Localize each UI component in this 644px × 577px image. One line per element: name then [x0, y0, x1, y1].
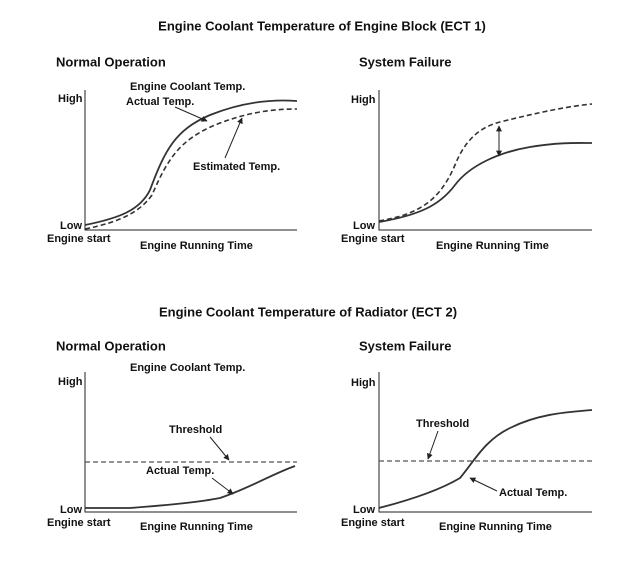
x-start: Engine start	[47, 517, 111, 529]
x-start: Engine start	[341, 517, 405, 529]
annotation: Engine Coolant Temp.	[130, 81, 245, 93]
x-label: Engine Running Time	[140, 521, 253, 533]
y-low: Low	[353, 504, 375, 516]
axes	[378, 90, 592, 231]
annotation: Threshold	[416, 418, 469, 430]
x-start: Engine start	[47, 233, 111, 245]
y-low: Low	[60, 220, 82, 232]
axes	[84, 90, 297, 231]
annotation: Actual Temp.	[146, 465, 214, 477]
x-label: Engine Running Time	[439, 521, 552, 533]
x-label: Engine Running Time	[436, 240, 549, 252]
panel-title: System Failure	[359, 54, 452, 69]
curve	[85, 465, 296, 509]
panel-title: Normal Operation	[56, 338, 166, 353]
leader	[426, 430, 439, 460]
section-title: Engine Coolant Temperature of Radiator (…	[159, 304, 457, 319]
leader	[174, 106, 208, 122]
annotation: Engine Coolant Temp.	[130, 362, 245, 374]
y-high: High	[58, 93, 83, 105]
axes	[84, 372, 297, 513]
curve	[84, 99, 298, 226]
y-high: High	[351, 377, 376, 389]
curve	[378, 142, 593, 223]
y-low: Low	[353, 220, 375, 232]
leader	[469, 477, 498, 492]
x-start: Engine start	[341, 233, 405, 245]
leader	[211, 477, 234, 495]
panel-title: System Failure	[359, 338, 452, 353]
annotation: Actual Temp.	[126, 96, 194, 108]
curve	[84, 108, 298, 230]
curve	[378, 409, 593, 509]
annotation: Actual Temp.	[499, 487, 567, 499]
axes	[378, 372, 592, 513]
y-high: High	[351, 94, 376, 106]
y-high: High	[58, 376, 83, 388]
y-low: Low	[60, 504, 82, 516]
curve	[378, 103, 593, 222]
annotation: Threshold	[169, 424, 222, 436]
section-title: Engine Coolant Temperature of Engine Blo…	[158, 18, 486, 33]
leader	[209, 436, 230, 461]
leader	[224, 117, 243, 159]
x-label: Engine Running Time	[140, 240, 253, 252]
annotation: Estimated Temp.	[193, 161, 280, 173]
panel-title: Normal Operation	[56, 54, 166, 69]
